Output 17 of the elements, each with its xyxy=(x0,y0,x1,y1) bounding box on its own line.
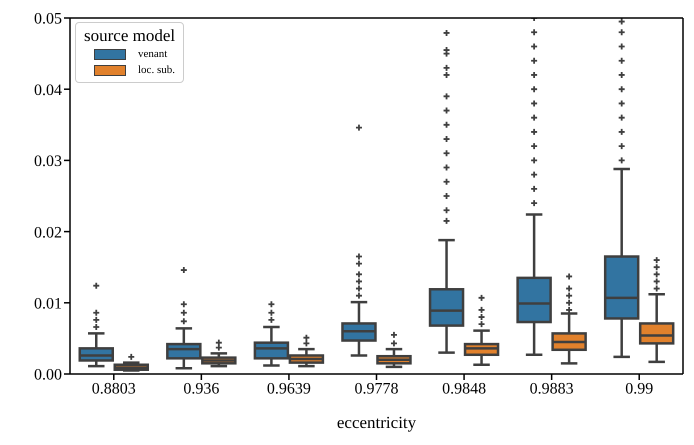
y-tick-label: 0.02 xyxy=(34,224,62,242)
x-axis-title: eccentricity xyxy=(336,413,417,432)
legend-label: venant xyxy=(138,47,168,62)
legend-title: source model xyxy=(84,26,176,46)
x-tick-label: 0.9639 xyxy=(266,380,311,398)
y-tick-label: 0.03 xyxy=(34,153,62,170)
legend-label: loc. sub. xyxy=(138,63,175,78)
x-tick-label: 0.936 xyxy=(183,380,220,398)
x-tick-label: 0.9883 xyxy=(530,380,574,398)
x-tick-label: 0.9848 xyxy=(442,380,486,398)
x-tick-label: 0.9778 xyxy=(354,380,398,398)
y-tick-label: 0.00 xyxy=(34,366,62,384)
y-tick-label: 0.05 xyxy=(34,10,62,28)
y-tick-label: 0.04 xyxy=(34,82,62,99)
x-tick-label: 0.8803 xyxy=(92,380,136,398)
y-tick-label: 0.01 xyxy=(34,295,62,312)
x-tick-label: 0.99 xyxy=(625,380,654,398)
